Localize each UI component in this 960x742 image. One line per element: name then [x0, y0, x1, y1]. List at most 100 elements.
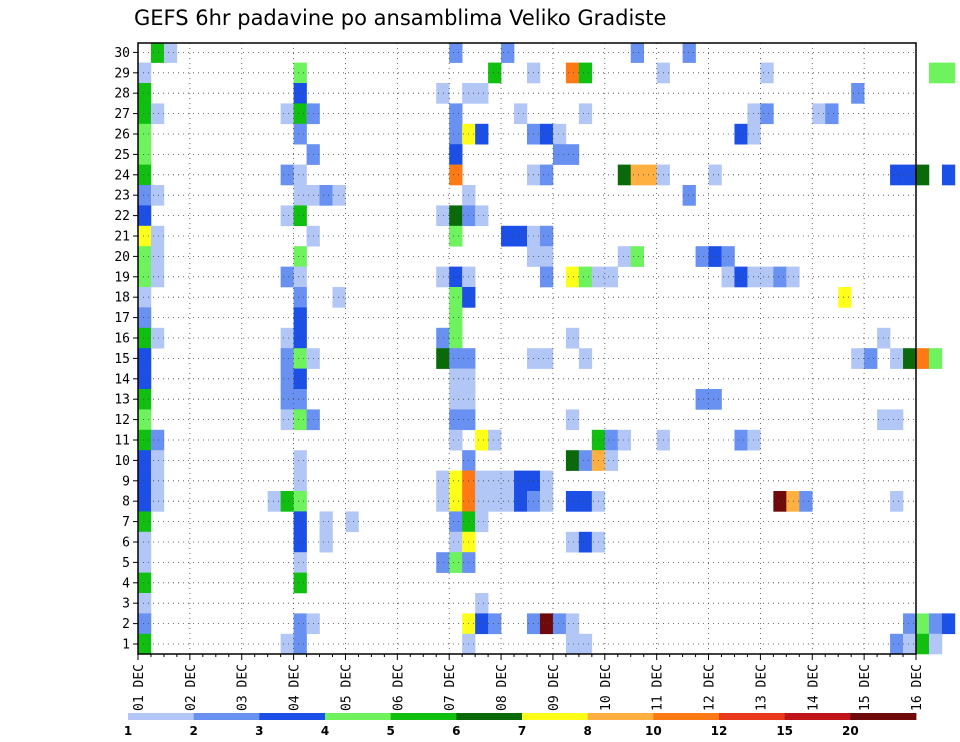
heat-cell — [138, 613, 152, 635]
heat-cell — [436, 266, 450, 288]
heat-cell — [760, 103, 774, 125]
heat-cell — [436, 552, 450, 573]
heat-cell — [565, 491, 580, 512]
heat-cell — [138, 348, 152, 369]
heat-cell — [488, 470, 502, 492]
heat-cell — [150, 103, 165, 125]
heat-cell — [138, 144, 152, 165]
x-tick-label: 11 DEC — [651, 664, 666, 711]
heat-cell — [941, 613, 956, 635]
heat-cell — [293, 327, 307, 349]
heat-cell — [436, 470, 450, 492]
x-axis: 01 DEC 02 DEC 03 DEC 04 DEC 05 DEC 06 DEC 07 D… — [132, 654, 925, 711]
heat-cell — [449, 307, 463, 329]
x-tick-label: 07 DEC — [443, 664, 458, 711]
y-tick-label: 22 — [114, 209, 130, 224]
heat-cell — [138, 389, 152, 410]
heat-cell — [280, 266, 294, 288]
heat-cell — [138, 368, 152, 390]
y-tick-label: 12 — [114, 413, 130, 428]
y-tick-label: 4 — [122, 576, 130, 591]
heat-cell — [682, 43, 696, 63]
heat-cell — [449, 429, 463, 451]
heat-cell — [475, 429, 489, 451]
heat-cell — [747, 123, 761, 145]
heat-cell — [138, 593, 152, 614]
heat-cell — [539, 491, 554, 512]
y-tick-label: 14 — [114, 372, 130, 387]
heat-cell — [150, 246, 165, 267]
heat-cell — [643, 164, 657, 186]
heat-cell — [293, 287, 307, 308]
heat-cell — [449, 144, 463, 165]
x-tick-label: 15 DEC — [858, 664, 873, 711]
heat-cell — [280, 327, 294, 349]
heat-cell — [475, 511, 489, 533]
legend-swatch — [784, 713, 851, 720]
heat-cell — [293, 491, 307, 512]
heat-cell — [293, 348, 307, 369]
heat-cell — [449, 123, 463, 145]
heat-cell — [138, 409, 152, 431]
heat-cell — [773, 491, 787, 512]
heat-cell — [734, 123, 748, 145]
heat-cell — [293, 633, 307, 655]
y-tick-label: 3 — [122, 597, 130, 612]
heat-cell — [138, 450, 152, 471]
y-tick-label: 27 — [114, 107, 130, 122]
y-tick-label: 2 — [122, 617, 130, 632]
legend-swatch — [128, 713, 195, 720]
heat-cell — [280, 368, 294, 390]
heat-cell — [475, 470, 489, 492]
heat-cell — [578, 62, 593, 84]
y-tick-label: 8 — [122, 495, 130, 510]
y-tick-label: 29 — [114, 66, 130, 81]
heat-cell — [916, 348, 930, 369]
heat-cell — [449, 389, 463, 410]
x-tick-label: 06 DEC — [391, 664, 406, 711]
heat-cell — [695, 246, 709, 267]
x-tick-label: 04 DEC — [288, 664, 303, 711]
x-tick-label: 03 DEC — [236, 664, 251, 711]
heat-cell — [138, 205, 152, 227]
heat-cell — [475, 593, 489, 614]
legend-label: 4 — [321, 724, 329, 738]
heat-cell — [578, 266, 593, 288]
heat-cell — [150, 491, 165, 512]
heat-cell — [604, 450, 619, 471]
y-tick-label: 7 — [122, 515, 130, 530]
heat-cell — [436, 327, 450, 349]
x-tick-label: 02 DEC — [184, 664, 199, 711]
heat-cell — [280, 633, 294, 655]
legend-swatch — [850, 713, 917, 720]
x-tick-label: 16 DEC — [910, 664, 925, 711]
heat-cell — [293, 205, 307, 227]
heat-cell — [565, 266, 580, 288]
heat-cell — [941, 164, 956, 186]
legend-swatch — [653, 713, 720, 720]
heat-cell — [150, 327, 165, 349]
heat-cell — [799, 491, 813, 512]
heat-cell — [138, 491, 152, 512]
heat-cell — [319, 531, 333, 553]
heat-cell — [332, 185, 346, 206]
heat-cell — [916, 613, 930, 635]
legend-label: 5 — [386, 724, 394, 738]
heat-cell — [565, 327, 580, 349]
heat-cell — [449, 205, 463, 227]
heat-cell — [539, 123, 554, 145]
heat-cell — [280, 389, 294, 410]
heat-cell — [682, 185, 696, 206]
heat-cell — [890, 409, 904, 431]
heat-cell — [617, 164, 632, 186]
y-tick-label: 18 — [114, 291, 130, 306]
heat-cell — [514, 491, 528, 512]
heat-cell — [747, 429, 761, 451]
heat-cell — [734, 429, 748, 451]
heat-cell — [890, 491, 904, 512]
legend-swatch — [259, 713, 326, 720]
heat-cell — [163, 43, 178, 63]
heat-cell — [267, 491, 281, 512]
y-tick-label: 10 — [114, 454, 130, 469]
